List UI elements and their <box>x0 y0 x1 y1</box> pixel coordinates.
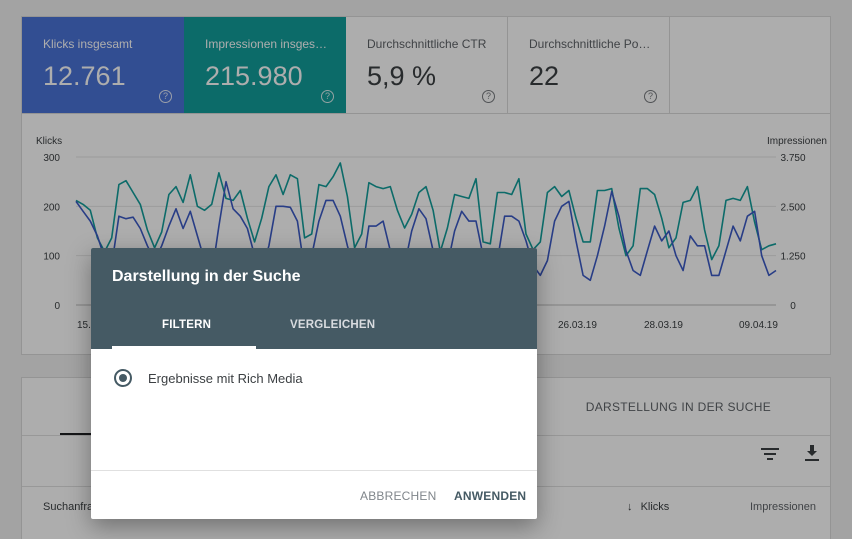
tab-compare[interactable]: VERGLEICHEN <box>290 319 376 331</box>
metric-value: 5,9 % <box>367 61 437 91</box>
left-tick-label: 0 <box>54 301 60 312</box>
column-header-impressions[interactable]: Impressionen <box>750 501 817 513</box>
cancel-button[interactable]: ABBRECHEN <box>360 489 437 503</box>
radio-button-selected[interactable] <box>114 369 132 387</box>
metric-card-position[interactable]: Durchschnittliche Po… 22 ? <box>508 17 670 113</box>
help-icon[interactable]: ? <box>159 90 172 103</box>
apply-button[interactable]: ANWENDEN <box>454 489 527 503</box>
tab-filter[interactable]: FILTERN <box>162 319 212 331</box>
metric-value: 12.761 <box>43 61 126 91</box>
metric-card-ctr[interactable]: Durchschnittliche CTR 5,9 % ? <box>346 17 508 113</box>
filter-icon[interactable] <box>760 446 780 462</box>
metric-value: 215.980 <box>205 61 303 91</box>
metric-value: 22 <box>529 61 560 91</box>
help-icon[interactable]: ? <box>482 90 495 103</box>
active-tab-indicator <box>60 433 120 435</box>
active-tab-indicator <box>112 346 256 349</box>
tab-search-appearance[interactable]: DARSTELLUNG IN DER SUCHE <box>585 400 771 414</box>
x-tick-label: 09.04.19 <box>739 320 778 331</box>
dialog-divider <box>91 470 537 471</box>
help-icon[interactable]: ? <box>644 90 657 103</box>
right-tick-label: 0 <box>790 301 796 312</box>
metric-card-clicks[interactable]: Klicks insgesamt 12.761 ? <box>22 17 184 113</box>
download-icon[interactable] <box>804 444 820 462</box>
left-tick-label: 300 <box>43 153 60 164</box>
help-icon[interactable]: ? <box>321 90 334 103</box>
left-tick-label: 200 <box>43 202 60 213</box>
dialog-header: Darstellung in der Suche FILTERN VERGLEI… <box>91 248 537 349</box>
column-header-clicks[interactable]: ↓ Klicks <box>627 501 669 513</box>
series-line-impressions <box>75 162 777 261</box>
metric-cards: Klicks insgesamt 12.761 ? Impressionen i… <box>21 16 831 114</box>
right-tick-label: 3.750 <box>780 153 805 164</box>
right-axis-title: Impressionen <box>766 136 827 147</box>
dialog-title: Darstellung in der Suche <box>112 268 301 285</box>
left-axis-title: Klicks <box>36 136 63 147</box>
left-tick-label: 100 <box>43 252 60 263</box>
x-tick-label: 26.03.19 <box>558 320 597 331</box>
metric-card-impressions[interactable]: Impressionen insges… 215.980 ? <box>184 17 346 113</box>
sort-arrow-down-icon: ↓ <box>627 501 633 513</box>
series-line-clicks <box>75 180 777 282</box>
option-rich-media[interactable]: Ergebnisse mit Rich Media <box>114 369 303 387</box>
option-label: Ergebnisse mit Rich Media <box>148 370 303 386</box>
column-label: Klicks <box>640 501 670 513</box>
right-tick-label: 1.250 <box>780 252 805 263</box>
x-tick-label: 28.03.19 <box>644 320 683 331</box>
right-tick-label: 2.500 <box>780 202 805 213</box>
search-appearance-dialog: Darstellung in der Suche FILTERN VERGLEI… <box>91 248 537 519</box>
